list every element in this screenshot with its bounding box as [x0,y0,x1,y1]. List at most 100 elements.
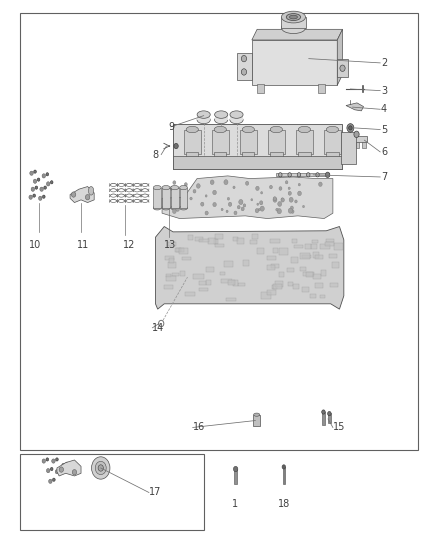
Bar [321,270,326,276]
Circle shape [260,206,264,211]
Bar [290,257,298,263]
Bar [188,235,193,240]
Circle shape [72,470,77,475]
Ellipse shape [197,111,210,118]
Circle shape [205,211,208,215]
Ellipse shape [162,185,170,190]
Ellipse shape [254,413,260,416]
Circle shape [241,207,244,211]
Circle shape [347,124,354,132]
Circle shape [31,187,35,191]
Polygon shape [349,142,353,148]
Bar [215,115,228,120]
Bar [279,272,283,277]
Bar [318,84,325,93]
Circle shape [227,197,230,200]
Circle shape [277,208,281,214]
Ellipse shape [162,206,170,210]
Circle shape [281,198,283,201]
Circle shape [298,183,300,186]
Ellipse shape [171,185,179,190]
Ellipse shape [92,457,110,479]
Bar [328,413,331,423]
Bar [257,248,264,254]
Circle shape [260,201,263,205]
Bar [310,294,316,298]
Bar [180,188,187,208]
Text: 14: 14 [152,323,165,333]
Bar [288,282,293,286]
Bar [272,285,277,289]
Bar [250,240,257,245]
Circle shape [71,192,76,197]
Text: 12: 12 [123,240,135,250]
Bar [275,281,283,287]
Bar [294,245,304,248]
Polygon shape [347,136,367,142]
Bar [233,237,238,241]
Ellipse shape [281,22,305,34]
Polygon shape [162,176,333,219]
Bar [226,297,236,301]
Ellipse shape [171,206,179,210]
Bar [303,255,311,259]
Circle shape [325,172,330,177]
Circle shape [245,181,249,185]
Bar [193,274,204,279]
Circle shape [307,173,310,177]
Circle shape [282,465,286,469]
Bar [257,84,264,93]
Circle shape [256,186,259,190]
Circle shape [241,55,247,62]
Ellipse shape [326,126,339,133]
Polygon shape [356,142,359,148]
Circle shape [251,199,253,201]
Circle shape [170,186,174,190]
Bar [176,248,184,252]
Ellipse shape [180,185,187,190]
Circle shape [281,198,284,202]
Circle shape [289,197,293,202]
Circle shape [269,185,272,189]
Bar [195,238,203,241]
Circle shape [59,469,62,472]
Bar [296,130,313,154]
Polygon shape [252,40,337,85]
Bar [292,239,297,243]
Bar [179,248,188,254]
Ellipse shape [95,462,106,475]
Circle shape [273,197,276,200]
Polygon shape [337,59,348,77]
Circle shape [34,170,36,173]
Circle shape [290,206,293,209]
Circle shape [42,174,46,178]
Circle shape [196,184,200,188]
Circle shape [190,197,192,200]
Circle shape [295,200,297,203]
Bar [219,272,225,275]
Bar [20,454,204,530]
Bar [180,271,185,277]
Text: 16: 16 [193,423,205,432]
Ellipse shape [242,126,254,133]
Circle shape [184,183,187,186]
Ellipse shape [153,206,161,210]
Ellipse shape [180,206,187,210]
Circle shape [49,479,52,483]
Text: 17: 17 [149,488,161,497]
Bar [215,244,223,247]
Bar [214,239,219,244]
Bar [153,188,161,208]
Circle shape [213,203,216,207]
Bar [214,152,226,159]
Circle shape [29,195,32,199]
Circle shape [35,186,38,189]
Ellipse shape [270,126,283,133]
Bar [172,273,179,276]
Bar [270,239,280,243]
Circle shape [46,458,49,461]
Bar [273,248,278,253]
Bar [243,260,250,265]
Bar [240,130,257,154]
Bar [303,272,314,277]
